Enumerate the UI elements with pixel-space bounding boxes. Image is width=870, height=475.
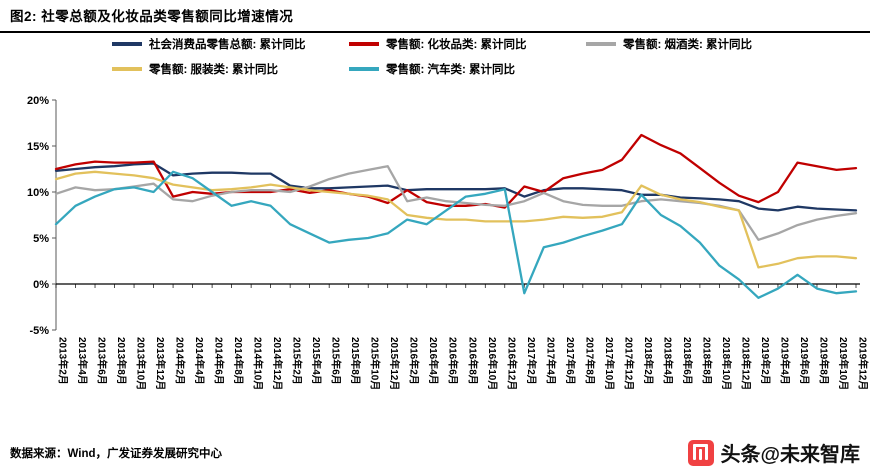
x-axis-label: 2015年4月 [310, 337, 323, 385]
series-line-5 [54, 170, 858, 299]
y-tick-label: -5% [29, 325, 49, 337]
x-axis-label: 2019年6月 [798, 337, 811, 385]
x-axis-label: 2019年4月 [778, 337, 791, 385]
legend-item: 零售额: 服装类: 累计同比 [112, 61, 349, 77]
x-axis-label: 2016年8月 [466, 337, 479, 385]
x-axis-label: 2014年4月 [193, 337, 206, 385]
y-tick-label: 15% [27, 141, 49, 153]
legend-label: 社会消费品零售总额: 累计同比 [149, 39, 306, 51]
series-line-4 [54, 170, 858, 269]
x-axis-label: 2013年4月 [76, 337, 89, 385]
x-axis-label: 2017年10月 [603, 337, 616, 390]
figure-header: 图2: 社零总额及化妆品类零售额同比增速情况 [0, 0, 870, 33]
x-axis-label: 2014年6月 [213, 337, 226, 385]
x-axis-label: 2016年4月 [427, 337, 440, 385]
x-axis-label: 2015年6月 [330, 337, 343, 385]
y-tick-label: 0% [33, 279, 49, 291]
x-axis-label: 2018年4月 [661, 337, 674, 385]
x-axis-label: 2016年6月 [447, 337, 460, 385]
x-axis-label: 2013年8月 [115, 337, 128, 385]
legend-marker-icon [112, 42, 142, 46]
figure-title: 图2: 社零总额及化妆品类零售额同比增速情况 [10, 9, 294, 24]
x-axis-label: 2016年12月 [505, 337, 518, 390]
x-axis-label: 2016年10月 [486, 337, 499, 390]
x-axis-label: 2019年2月 [759, 337, 772, 385]
x-axis-label: 2014年2月 [174, 337, 187, 385]
x-axis-label: 2014年12月 [271, 337, 284, 390]
legend-row-2: 零售额: 服装类: 累计同比 零售额: 汽车类: 累计同比 [112, 61, 860, 77]
y-tick-label: 20% [27, 95, 49, 107]
x-axis-label: 2018年6月 [681, 337, 694, 385]
x-axis-label: 2014年8月 [232, 337, 245, 385]
x-axis-label: 2018年10月 [720, 337, 733, 390]
series-line-1 [54, 162, 858, 212]
x-axis-label: 2013年12月 [154, 337, 167, 390]
legend-label: 零售额: 汽车类: 累计同比 [386, 64, 516, 76]
series-line-2 [54, 133, 858, 209]
x-axis-label: 2017年6月 [564, 337, 577, 385]
legend-row-1: 社会消费品零售总额: 累计同比 零售额: 化妆品类: 累计同比 零售额: 烟酒类: … [112, 36, 860, 52]
legend-item: 零售额: 烟酒类: 累计同比 [586, 36, 823, 52]
x-axis-label: 2017年4月 [544, 337, 557, 385]
x-axis-label: 2015年8月 [349, 337, 362, 385]
watermark: 头条@未来智库 [688, 438, 860, 467]
toutiao-logo-icon [688, 439, 715, 466]
x-axis-label: 2017年8月 [583, 337, 596, 385]
x-axis-label: 2018年12月 [739, 337, 752, 390]
legend-marker-icon [586, 42, 616, 46]
x-axis-label: 2017年12月 [622, 337, 635, 390]
line-chart: 20% 15% 10% 5% 0% -5% 2013年2月 2013年4月 2013年6月 201… [27, 95, 870, 390]
legend-label: 零售额: 化妆品类: 累计同比 [386, 39, 527, 51]
x-axis-label: 2016年2月 [408, 337, 421, 385]
x-axis-label: 2014年10月 [252, 337, 265, 390]
chart-legend: 社会消费品零售总额: 累计同比 零售额: 化妆品类: 累计同比 零售额: 烟酒类: … [112, 36, 860, 86]
x-axis-label: 2018年2月 [642, 337, 655, 385]
x-axis-label: 2015年10月 [369, 337, 382, 390]
data-source: 数据来源：Wind，广发证券发展研究中心 [10, 448, 222, 460]
x-axis-label: 2017年2月 [525, 337, 538, 385]
y-tick-label: 10% [27, 187, 49, 199]
legend-marker-icon [112, 67, 142, 71]
x-axis-label: 2013年6月 [96, 337, 109, 385]
x-axis-label: 2015年2月 [291, 337, 304, 385]
x-axis-label: 2013年2月 [57, 337, 70, 385]
legend-marker-icon [349, 42, 379, 46]
x-axis-label: 2019年8月 [817, 337, 830, 385]
x-axis-label: 2019年10月 [837, 337, 850, 390]
legend-marker-icon [349, 67, 379, 71]
x-axis-label: 2013年10月 [135, 337, 148, 390]
x-axis-label: 2018年8月 [700, 337, 713, 385]
legend-label: 零售额: 烟酒类: 累计同比 [623, 39, 753, 51]
x-axis-label: 2015年12月 [388, 337, 401, 390]
watermark-text: 头条@未来智库 [720, 444, 860, 466]
legend-item: 零售额: 汽车类: 累计同比 [349, 61, 586, 77]
legend-item: 零售额: 化妆品类: 累计同比 [349, 36, 586, 52]
x-axis-label: 2019年12月 [857, 337, 870, 390]
legend-item: 社会消费品零售总额: 累计同比 [112, 36, 349, 52]
legend-label: 零售额: 服装类: 累计同比 [149, 64, 279, 76]
y-tick-label: 5% [33, 233, 49, 245]
